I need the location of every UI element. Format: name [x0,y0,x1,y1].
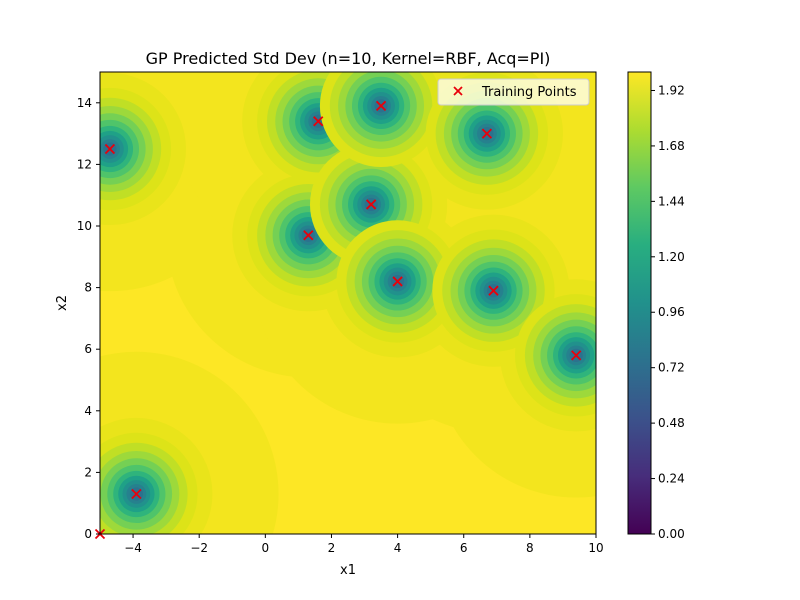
y-tick-label: 0 [84,527,92,541]
chart-title: GP Predicted Std Dev (n=10, Kernel=RBF, … [146,49,551,68]
training-point [366,199,377,210]
legend-box [437,78,590,106]
y-axis-label: x2 [55,295,70,311]
std-dev-dip [515,294,596,417]
y-tick-label: 10 [77,219,92,233]
training-point [481,128,493,139]
x-tick-label: 4 [394,541,402,555]
legend-label: Training Points [481,85,577,100]
colorbar-tick-label: 0.24 [658,472,685,486]
training-point [571,350,582,361]
y-tick-label: 2 [84,465,92,479]
colorbar-gradient [627,71,652,535]
colorbar-tick-label: 1.44 [658,194,685,208]
x-axis-label: x1 [340,563,356,578]
training-point [375,100,387,112]
x-tick-label: −4 [124,541,142,555]
y-tick-label: 12 [77,157,92,171]
x-tick-label: 2 [328,541,336,555]
x-tick-label: 6 [460,541,468,555]
training-point [131,488,142,500]
training-point [104,143,116,155]
x-tick-label: −2 [190,541,208,555]
x-tick-label: 8 [526,541,534,555]
colorbar-tick-label: 0.96 [658,305,685,319]
colorbar: 0.00 0.24 0.48 0.72 0.96 1.20 1.44 1.68 1.92 [627,71,685,541]
colorbar-tick-label: 1.92 [658,83,685,97]
colorbar-tick-label: 0.48 [658,416,685,430]
y-tick-label: 4 [84,404,92,418]
training-point [392,276,403,287]
colorbar-tick-label: 0.72 [658,361,685,375]
legend-marker-icon [453,86,463,96]
colorbar-tick-label: 0.00 [658,527,685,541]
x-tick-label: 0 [262,541,270,555]
plot-frame [99,71,597,535]
training-point [313,116,324,127]
y-tick-label: 14 [77,96,92,110]
y-tick-label: 6 [84,342,92,356]
y-axis: 0 2 4 6 8 10 12 14 [77,96,100,541]
std-dev-dip [100,87,172,211]
heatmap-area [100,72,596,534]
y-tick-label: 8 [84,281,92,295]
colorbar-tick-label: 1.68 [658,139,685,153]
legend: Training Points [437,78,590,106]
x-tick-label: 10 [588,541,603,555]
training-point [303,230,314,241]
training-point [488,285,499,296]
x-axis: −4 −2 0 2 4 6 8 10 [124,534,604,555]
colorbar-tick-label: 1.20 [658,250,685,264]
